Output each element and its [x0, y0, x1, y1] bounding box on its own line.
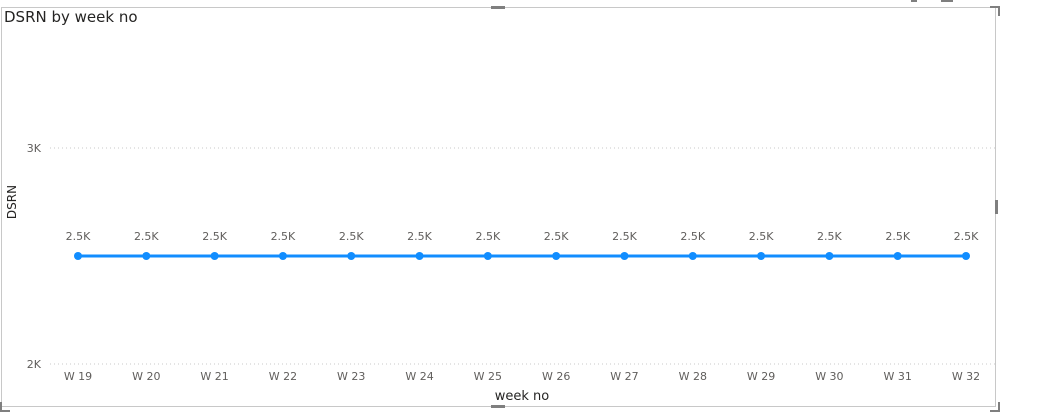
data-label: 2.5K	[202, 230, 227, 243]
data-point[interactable]	[620, 252, 629, 260]
data-point[interactable]	[757, 252, 766, 260]
x-tick-label: W 29	[747, 370, 775, 383]
x-tick-label: W 25	[474, 370, 502, 383]
y-axis-title: DSRN	[5, 185, 19, 219]
x-axis-ticks: W 19 W 20 W 21 W 22 W 23 W 24 W 25 W 26 W 27 W 28…	[64, 370, 980, 383]
resize-corner-top-right[interactable]	[990, 6, 1000, 16]
x-tick-label: W 32	[952, 370, 980, 383]
data-label: 2.5K	[271, 230, 296, 243]
x-axis-title: week no	[495, 389, 550, 404]
data-point[interactable]	[347, 252, 356, 260]
data-points	[74, 252, 970, 260]
resize-handle-right[interactable]	[995, 200, 998, 214]
x-tick-label: W 30	[815, 370, 843, 383]
data-label: 2.5K	[817, 230, 842, 243]
gridlines	[50, 147, 995, 365]
x-tick-label: W 22	[269, 370, 297, 383]
x-tick-label: W 19	[64, 370, 92, 383]
data-point[interactable]	[688, 252, 697, 260]
data-label: 2.5K	[475, 230, 500, 243]
chart-title: DSRN by week no	[4, 8, 138, 26]
data-point[interactable]	[210, 252, 219, 260]
x-tick-label: W 21	[200, 370, 228, 383]
data-label: 2.5K	[885, 230, 910, 243]
data-point[interactable]	[483, 252, 492, 260]
data-point[interactable]	[415, 252, 424, 260]
y-axis-ticks: 2K 3K	[27, 142, 42, 371]
data-label: 2.5K	[612, 230, 637, 243]
data-label: 2.5K	[66, 230, 91, 243]
resize-corner-bottom-right[interactable]	[990, 402, 1000, 412]
x-tick-label: W 28	[679, 370, 707, 383]
data-point[interactable]	[278, 252, 287, 260]
data-point[interactable]	[142, 252, 151, 260]
focus-mode-icon[interactable]	[911, 0, 917, 2]
x-tick-label: W 26	[542, 370, 570, 383]
resize-handle-top[interactable]	[491, 6, 505, 9]
x-tick-label: W 24	[405, 370, 433, 383]
data-label: 2.5K	[749, 230, 774, 243]
data-label: 2.5K	[339, 230, 364, 243]
data-point[interactable]	[74, 252, 82, 260]
y-tick-label: 2K	[27, 358, 42, 371]
data-label: 2.5K	[544, 230, 569, 243]
more-options-icon[interactable]	[941, 0, 953, 2]
y-tick-label: 3K	[27, 142, 42, 155]
data-point[interactable]	[552, 252, 561, 260]
visual-header-icons	[905, 0, 965, 4]
resize-handle-bottom[interactable]	[491, 405, 505, 408]
x-tick-label: W 23	[337, 370, 365, 383]
x-tick-label: W 31	[884, 370, 912, 383]
resize-corner-bottom-left[interactable]	[0, 402, 10, 412]
x-tick-label: W 27	[610, 370, 638, 383]
data-label: 2.5K	[954, 230, 979, 243]
data-labels: 2.5K 2.5K 2.5K 2.5K 2.5K 2.5K 2.5K 2.5K 2.5K 2.5K…	[66, 230, 979, 243]
data-point[interactable]	[893, 252, 902, 260]
data-label: 2.5K	[407, 230, 432, 243]
data-label: 2.5K	[134, 230, 159, 243]
x-tick-label: W 20	[132, 370, 160, 383]
data-point[interactable]	[825, 252, 834, 260]
data-point[interactable]	[962, 252, 970, 260]
data-label: 2.5K	[680, 230, 705, 243]
